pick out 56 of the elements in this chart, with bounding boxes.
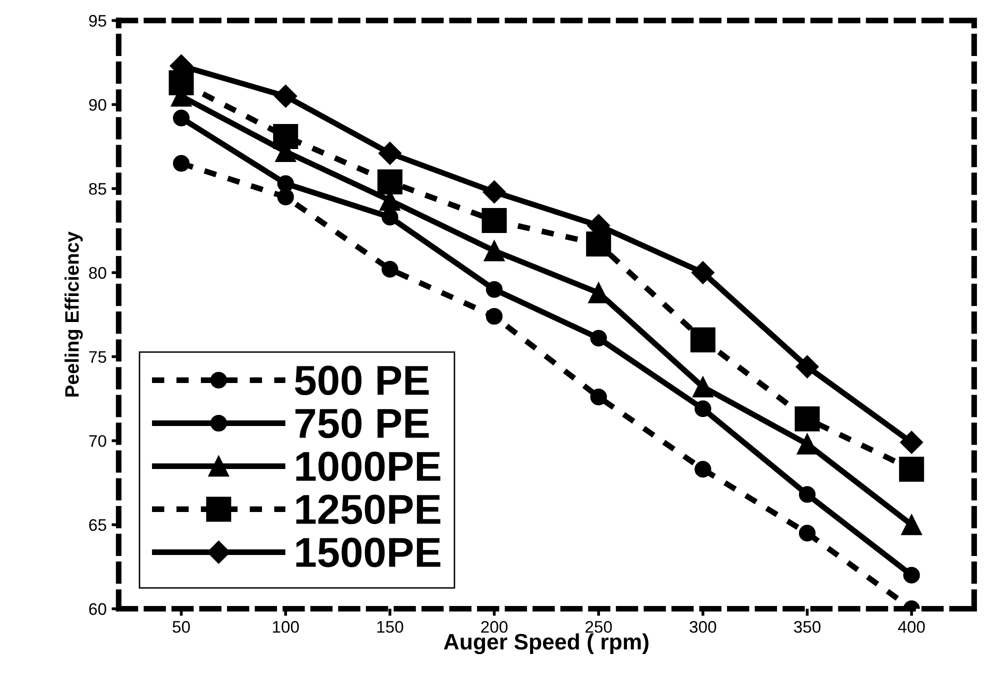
point <box>691 261 714 284</box>
point <box>900 430 924 454</box>
point <box>903 566 920 584</box>
point <box>382 208 398 226</box>
point <box>796 355 819 378</box>
y-axis-title: Peeling Efficiency <box>64 232 83 397</box>
point <box>692 376 714 398</box>
legend-label: 750 PE <box>295 408 429 438</box>
point <box>899 456 924 482</box>
x-tick-label: 100 <box>272 621 299 633</box>
point <box>482 208 507 234</box>
y-tick-label: 95 <box>89 14 106 27</box>
x-tick-label: 50 <box>172 621 190 633</box>
point <box>486 308 503 325</box>
point <box>168 70 194 96</box>
y-tick-label: 70 <box>89 435 106 447</box>
point <box>798 524 816 542</box>
y-tick-label: 80 <box>89 267 106 279</box>
x-axis-title: Auger Speed ( rpm) <box>444 633 648 654</box>
point <box>798 486 816 503</box>
legend-label: 500 PE <box>294 366 429 396</box>
y-tick-label: 75 <box>89 351 106 363</box>
point <box>794 406 820 432</box>
point <box>273 124 298 149</box>
point <box>377 169 402 194</box>
x-tick-label: 150 <box>377 621 404 633</box>
point <box>382 260 398 278</box>
legend-label: 1250PE <box>296 494 440 524</box>
x-tick-label: 400 <box>898 621 925 633</box>
point <box>378 142 402 165</box>
legend-label: 1000PE <box>296 452 440 482</box>
point <box>590 330 607 347</box>
y-tick-label: 65 <box>89 519 106 531</box>
point <box>172 155 190 172</box>
point <box>586 232 612 257</box>
point <box>796 434 818 454</box>
point <box>484 240 505 262</box>
point <box>590 388 607 406</box>
point <box>694 400 712 418</box>
x-tick-label: 350 <box>794 621 820 633</box>
point <box>172 110 190 126</box>
point <box>901 514 922 536</box>
y-tick-label: 85 <box>89 182 106 195</box>
point <box>694 460 712 478</box>
x-tick-label: 250 <box>586 621 612 633</box>
y-tick-label: 60 <box>89 603 106 615</box>
y-tick-label: 90 <box>89 98 106 111</box>
point <box>690 327 716 352</box>
x-tick-label: 200 <box>481 621 508 633</box>
x-tick-label: 300 <box>690 621 716 633</box>
point <box>482 180 506 204</box>
legend-label: 1500PE <box>296 538 440 568</box>
point <box>486 281 503 298</box>
point <box>277 175 294 192</box>
point <box>277 188 294 206</box>
point <box>274 84 298 108</box>
